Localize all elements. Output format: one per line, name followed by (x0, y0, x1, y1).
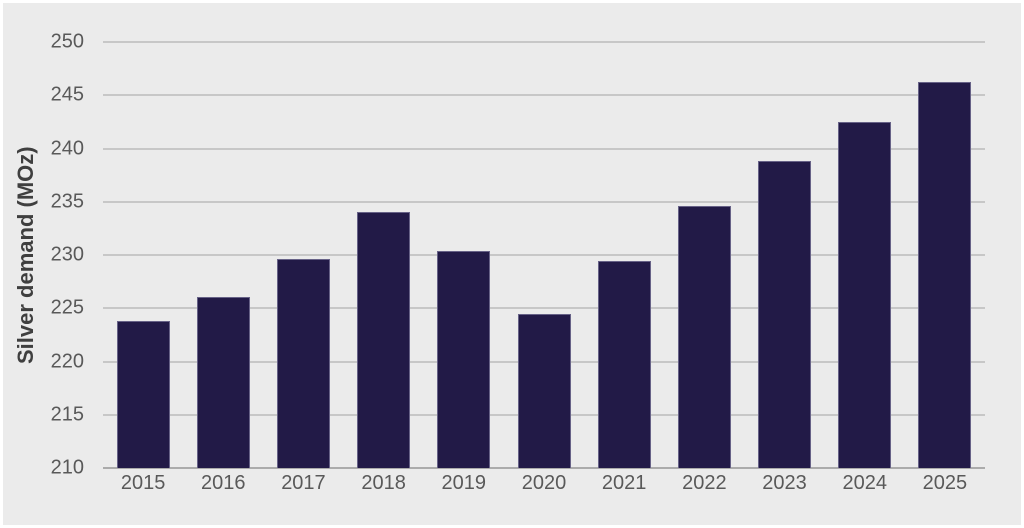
gridline-245 (103, 94, 985, 97)
x-tick-label-2024: 2024 (842, 472, 887, 494)
bar-2020 (517, 313, 571, 468)
y-tick-label-245: 245 (50, 83, 84, 106)
bar-2025 (918, 82, 972, 468)
gridline-240 (103, 147, 985, 150)
x-tick-label-2016: 2016 (201, 472, 246, 494)
bar-2016 (196, 296, 250, 468)
gridline-230 (103, 254, 985, 256)
x-tick-label-2015: 2015 (120, 472, 166, 494)
y-tick-label-235: 235 (50, 190, 84, 213)
gridline-250 (103, 41, 985, 43)
y-axis-title: Silver demand (MOz) (13, 146, 38, 364)
bar-2023 (758, 161, 812, 468)
bar-2024 (838, 121, 892, 468)
y-tick-label-210: 210 (50, 456, 84, 479)
x-tick-label-2022: 2022 (682, 472, 727, 494)
y-tick-label-225: 225 (50, 296, 84, 319)
x-tick-label-2018: 2018 (361, 472, 406, 494)
x-tick-label-2021: 2021 (601, 472, 647, 494)
bar-2021 (597, 261, 651, 468)
x-tick-label-2025: 2025 (922, 472, 968, 494)
y-tick-label-215: 215 (50, 403, 84, 426)
chart-background: Silver demand (MOz) 210 215 220 225 230 235 24… (3, 3, 1021, 525)
x-tick-label-2020: 2020 (521, 472, 567, 494)
bar-2017 (276, 259, 330, 468)
plot-area (103, 41, 985, 469)
x-tick-label-2023: 2023 (762, 472, 807, 494)
gridline-225 (103, 307, 985, 310)
x-axis-baseline (103, 467, 985, 469)
gridline-235 (103, 200, 985, 203)
bar-2019 (437, 250, 491, 468)
y-tick-label-220: 220 (50, 350, 84, 372)
bar-2022 (677, 206, 731, 468)
bar-2018 (357, 212, 411, 468)
y-tick-label-230: 230 (50, 243, 84, 266)
y-tick-label-240: 240 (50, 137, 84, 159)
bar-2015 (116, 321, 170, 468)
x-tick-label-2019: 2019 (441, 472, 487, 494)
y-tick-label-250: 250 (50, 30, 84, 53)
x-tick-label-2017: 2017 (281, 472, 326, 494)
